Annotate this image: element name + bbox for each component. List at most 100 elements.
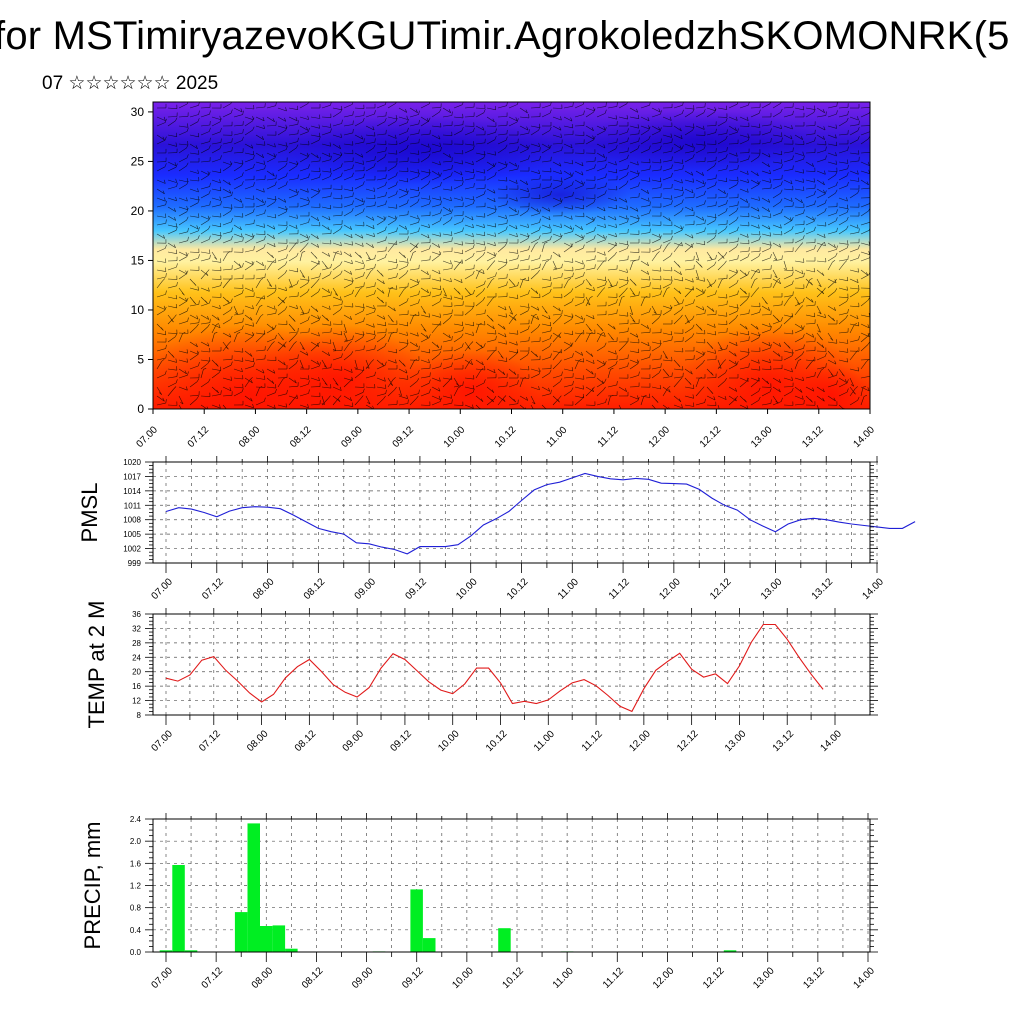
x-tick-label: 10.00 <box>442 424 468 450</box>
wind-barb-flag <box>352 164 354 169</box>
wind-barb-flag <box>812 216 815 221</box>
wind-barb <box>486 332 496 335</box>
wind-barb-flag <box>582 204 585 209</box>
wind-barb-flag <box>478 322 482 325</box>
wind-barb-flag <box>549 321 552 326</box>
wind-barb-flag <box>262 117 265 121</box>
wind-barb-flag <box>625 287 628 291</box>
wind-barb <box>244 314 253 321</box>
wind-barb <box>585 350 594 357</box>
wind-barb <box>706 395 716 401</box>
wind-barb <box>299 167 309 172</box>
wind-barb-flag <box>285 208 288 213</box>
wind-barb <box>255 377 265 380</box>
wind-barb-flag <box>384 153 387 158</box>
wind-barb-flag <box>186 216 189 221</box>
wind-barb-flag <box>571 298 574 302</box>
wind-barb <box>640 332 651 334</box>
wind-barb <box>398 203 408 208</box>
wind-barb-flag <box>472 160 474 165</box>
wind-barb <box>299 188 309 193</box>
wind-barb <box>189 257 199 262</box>
wind-barb-flag <box>846 276 849 281</box>
wind-barb <box>860 222 870 226</box>
wind-barb <box>673 309 682 316</box>
wind-barb-flag <box>173 208 176 212</box>
wind-barb <box>475 404 481 409</box>
wind-barb <box>497 395 506 402</box>
wind-barb <box>827 359 837 365</box>
wind-barb <box>442 317 450 325</box>
wind-barb-flag <box>528 290 530 294</box>
wind-barb <box>453 130 463 136</box>
wind-barb-flag <box>560 181 563 186</box>
wind-barb-flag <box>604 361 607 365</box>
wind-barb <box>200 381 209 388</box>
wind-barb <box>662 224 673 226</box>
wind-barb <box>255 134 264 140</box>
wind-barb <box>255 188 265 193</box>
wind-barb <box>508 383 518 388</box>
wind-barb <box>310 365 320 370</box>
wind-barb <box>211 116 221 120</box>
wind-barb-flag <box>857 321 860 326</box>
wind-barb <box>574 161 584 167</box>
wind-barb-flag <box>527 325 530 330</box>
wind-barb <box>673 143 682 150</box>
wind-barb-flag <box>850 384 854 387</box>
wind-barb <box>508 403 518 406</box>
wind-barb-flag <box>473 127 475 132</box>
wind-barb <box>233 293 243 298</box>
wind-barb-flag <box>701 172 704 176</box>
wind-barb-flag <box>437 323 441 327</box>
wind-barb-flag <box>711 308 715 312</box>
wind-barb-flag <box>418 150 420 155</box>
wind-barb <box>695 402 705 406</box>
wind-barb-flag <box>594 255 596 260</box>
wind-barb-flag <box>737 201 739 206</box>
wind-barb-flag <box>354 367 358 369</box>
wind-barb <box>189 114 199 118</box>
wind-barb <box>464 161 474 166</box>
wind-barb <box>211 368 221 371</box>
wind-barb-flag <box>834 278 837 283</box>
wind-barb <box>728 168 738 172</box>
wind-barb-flag <box>306 351 309 356</box>
wind-barb <box>200 359 210 362</box>
wind-barb <box>222 268 233 271</box>
wind-barb <box>728 269 738 274</box>
wind-barb <box>475 395 484 402</box>
wind-barb-flag <box>637 214 639 219</box>
x-tick-label: 12.12 <box>675 728 701 754</box>
wind-barb-flag <box>383 395 386 399</box>
wind-barb-flag <box>627 164 629 169</box>
wind-barb <box>200 170 210 176</box>
wind-barb <box>662 332 672 336</box>
wind-barb-flag <box>835 124 837 129</box>
wind-barb <box>849 287 859 290</box>
wind-barb <box>827 305 836 311</box>
wind-barb-flag <box>548 144 551 149</box>
wind-barb-flag <box>469 358 473 362</box>
wind-barb-flag <box>809 277 813 281</box>
wind-barb <box>805 179 815 183</box>
wind-barb-flag <box>591 370 594 375</box>
wind-barb-flag <box>781 164 783 168</box>
wind-barb-flag <box>791 352 794 357</box>
wind-barb <box>365 305 375 310</box>
wind-barb-flag <box>669 116 672 121</box>
wind-barb <box>266 404 276 409</box>
wind-barb <box>519 354 528 361</box>
wind-barb <box>453 116 464 119</box>
wind-barb <box>541 292 550 298</box>
wind-barb <box>321 131 331 136</box>
wind-barb-flag <box>802 235 805 240</box>
wind-barb <box>244 233 254 238</box>
wind-barb <box>563 195 573 199</box>
wind-barb <box>541 206 551 212</box>
wind-barb <box>673 188 683 191</box>
wind-barb-flag <box>308 173 310 178</box>
wind-barb-flag <box>604 127 607 132</box>
wind-barb-flag <box>197 199 200 203</box>
wind-barb <box>607 278 613 287</box>
